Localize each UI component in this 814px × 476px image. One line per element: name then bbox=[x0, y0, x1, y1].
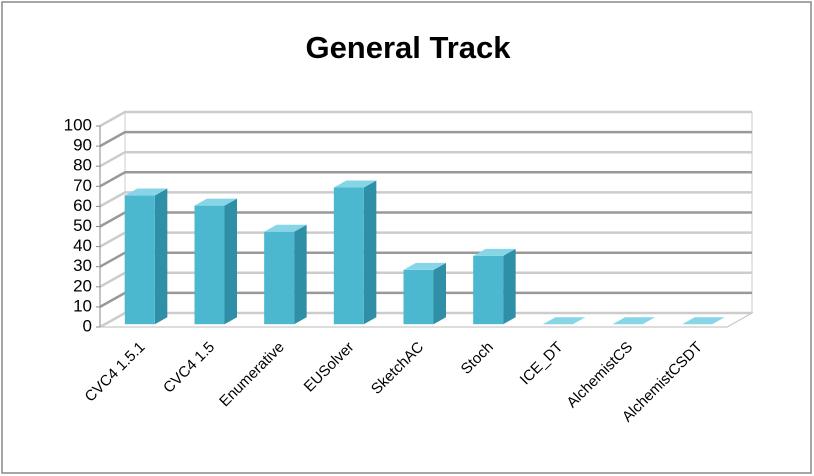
bar-front bbox=[403, 269, 434, 325]
y-tick-label: 40 bbox=[73, 236, 92, 255]
bar-top bbox=[194, 198, 237, 206]
bar-top bbox=[124, 188, 168, 196]
bar-front bbox=[333, 187, 364, 325]
y-tick-label: 20 bbox=[73, 276, 92, 295]
bar-top bbox=[682, 317, 725, 325]
bar-side bbox=[363, 180, 377, 325]
bar bbox=[473, 248, 516, 325]
bar-top bbox=[333, 180, 377, 188]
bar bbox=[612, 317, 655, 325]
bar bbox=[124, 188, 168, 325]
bar-top bbox=[403, 262, 446, 270]
bar-top bbox=[264, 224, 307, 232]
grid-line bbox=[99, 130, 752, 148]
bar-side bbox=[294, 224, 307, 325]
y-tick-label: 60 bbox=[73, 196, 92, 215]
bar-side bbox=[503, 248, 516, 325]
bar-front bbox=[473, 255, 504, 325]
bar-side bbox=[154, 188, 168, 325]
y-tick-label: 100 bbox=[64, 115, 92, 134]
grid-line bbox=[99, 191, 752, 208]
bar-top bbox=[473, 248, 516, 256]
y-tick-label: 10 bbox=[73, 296, 92, 315]
bar bbox=[682, 317, 725, 325]
y-tick-label: 80 bbox=[73, 156, 92, 175]
bar-top bbox=[542, 317, 586, 325]
grid-line bbox=[99, 110, 752, 128]
y-tick-label: 90 bbox=[73, 136, 92, 155]
y-tick-label: 50 bbox=[73, 216, 92, 235]
bar bbox=[542, 317, 586, 325]
y-tick-label: 0 bbox=[83, 316, 92, 335]
bar bbox=[403, 262, 446, 325]
bar-side bbox=[224, 198, 237, 325]
y-tick-label: 30 bbox=[73, 256, 92, 275]
bar-front bbox=[124, 195, 155, 325]
bar bbox=[194, 198, 237, 325]
bar bbox=[333, 180, 377, 325]
y-tick-label: 70 bbox=[73, 176, 92, 195]
bar-top bbox=[612, 317, 655, 325]
grid-line bbox=[99, 150, 752, 168]
bar-front bbox=[194, 205, 225, 325]
grid-line bbox=[99, 171, 752, 188]
chart-title: General Track bbox=[305, 30, 511, 65]
bar-front bbox=[264, 231, 295, 325]
bar bbox=[264, 224, 307, 325]
bar-side bbox=[433, 262, 446, 325]
